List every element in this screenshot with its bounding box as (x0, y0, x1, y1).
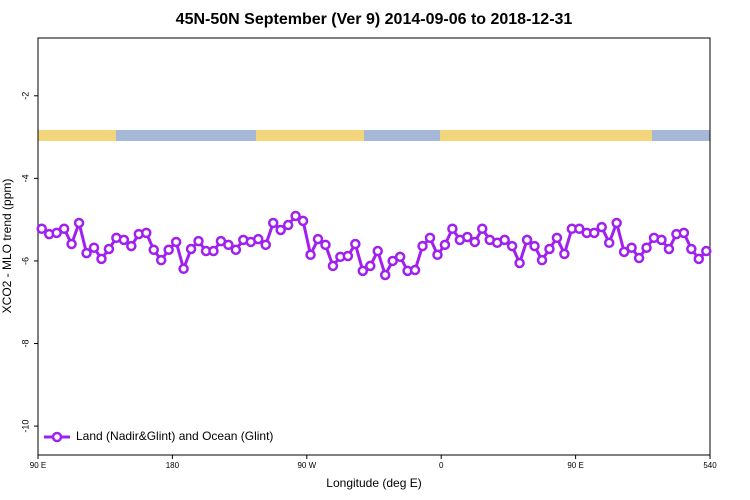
data-point (96, 253, 107, 265)
data-point (499, 234, 510, 246)
data-point (596, 221, 607, 233)
data-point (462, 231, 473, 243)
y-tick-label: -4 (20, 174, 30, 182)
data-point (633, 252, 645, 264)
data-point (342, 250, 354, 262)
data-point (656, 234, 667, 246)
data-point (365, 260, 376, 272)
x-axis-label: Longitude (deg E) (326, 476, 421, 490)
data-point (521, 234, 533, 246)
data-point (432, 249, 443, 261)
plot-frame (37, 37, 711, 456)
data-point (701, 245, 712, 257)
land (38, 130, 116, 141)
data-point (103, 243, 115, 255)
data-point (514, 257, 525, 269)
data-point (163, 244, 174, 256)
data-point (544, 243, 555, 255)
data-point (611, 217, 622, 229)
data-point (603, 237, 615, 249)
data-point (88, 242, 100, 253)
data-point (357, 265, 369, 277)
data-point (305, 249, 316, 261)
data-point (379, 269, 391, 281)
data-point (148, 244, 159, 256)
data-point (320, 239, 331, 251)
data-point (469, 236, 481, 248)
data-point (424, 232, 436, 244)
x-tick-label: 540 (703, 461, 717, 470)
data-point (185, 243, 197, 255)
data-point (290, 210, 301, 222)
y-tick-label: -8 (20, 340, 30, 348)
y-tick-label: -6 (20, 257, 30, 265)
data-point (58, 223, 70, 234)
data-point (439, 239, 451, 251)
data-point (253, 233, 264, 245)
chart-title: 45N-50N September (Ver 9) 2014-09-06 to … (176, 11, 573, 28)
data-point (387, 255, 398, 267)
legend-marker (51, 431, 63, 443)
data-point (409, 264, 421, 276)
data-point (267, 217, 279, 229)
data-point (618, 246, 630, 258)
data-point (141, 227, 152, 239)
data-point (663, 243, 675, 255)
data-point (327, 260, 339, 272)
y-axis-label: XCO2 - MLO trend (ppm) (0, 179, 14, 314)
data-point (372, 245, 383, 257)
data-point (66, 238, 77, 250)
x-tick-label: 90 W (297, 461, 316, 470)
x-tick-label: 180 (166, 461, 180, 470)
x-tick-label: 90 E (30, 461, 46, 470)
data-point (641, 242, 652, 253)
data-point (297, 215, 309, 227)
data-point (559, 248, 570, 260)
x-tick-label: 0 (439, 461, 444, 470)
data-point (275, 224, 286, 236)
data-point (477, 223, 488, 234)
x-tick-label: 90 E (567, 461, 583, 470)
data-point (574, 223, 585, 234)
land (256, 130, 364, 141)
data-point (551, 232, 563, 244)
data-point (589, 227, 600, 239)
map-strip (38, 130, 710, 141)
data-point (178, 263, 189, 275)
legend-item: Land (Nadir&Glint) and Ocean (Glint) (44, 429, 273, 443)
data-point (73, 217, 85, 229)
data-point (686, 243, 697, 255)
data-point (282, 219, 294, 231)
data-point (51, 227, 62, 239)
data-point (118, 234, 130, 246)
data-point (417, 240, 428, 252)
data-point (536, 254, 548, 266)
data-point (223, 239, 234, 251)
data-point (394, 251, 406, 263)
data-point (193, 235, 204, 247)
data-point (506, 240, 518, 252)
data-point (447, 223, 458, 234)
data-point (81, 247, 92, 259)
data-point (312, 233, 324, 245)
data-point (529, 240, 540, 252)
data-point (626, 242, 637, 253)
legend-label: Land (Nadir&Glint) and Ocean (Glint) (76, 429, 273, 443)
ocean (38, 130, 710, 141)
data-point (678, 227, 690, 239)
data-point (230, 244, 242, 256)
data-point (260, 239, 271, 251)
data-point (693, 253, 705, 265)
data-point (208, 245, 219, 257)
y-tick-label: -2 (20, 92, 30, 100)
land (440, 130, 652, 141)
data-point (170, 236, 182, 248)
data-point (350, 238, 361, 250)
data-point (155, 254, 167, 266)
data-point (126, 240, 137, 252)
data-point (36, 223, 47, 234)
y-tick-label: -10 (20, 420, 30, 433)
